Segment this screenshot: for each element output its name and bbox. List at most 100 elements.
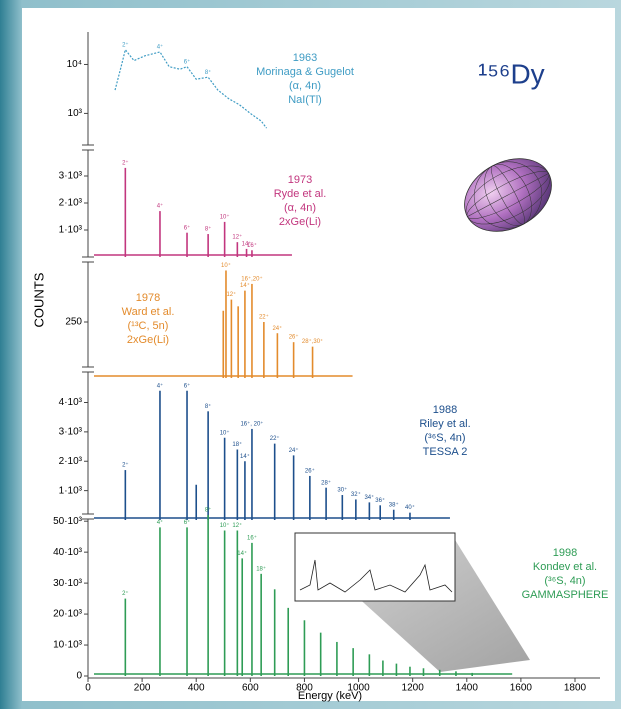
y-tick-label: 50·10³ [53, 516, 83, 527]
peak-label: 24⁺ [289, 447, 299, 454]
peak-label: 4⁺ [157, 44, 164, 51]
panel-authors: Ward et al. [122, 306, 175, 318]
peak-label: 2⁺ [122, 41, 129, 48]
panel-detector: GAMMASPHERE [522, 589, 609, 601]
x-tick-label: 200 [134, 683, 151, 694]
peak-label: 6⁺ [184, 382, 191, 389]
panel-year: 1978 [136, 292, 160, 304]
panel-authors: Ryde et al. [274, 188, 327, 200]
peak-label: 38⁺ [389, 501, 399, 508]
inset [295, 533, 455, 601]
y-axis-label: COUNTS [31, 272, 46, 327]
axis-break [82, 367, 94, 372]
peak-label: 14⁺ [240, 453, 250, 460]
axis-break [82, 257, 94, 262]
peak-label: 16⁺ [247, 534, 257, 541]
page: ¹⁵⁶Dy Energy (keV) COUNTS 02004006008001… [0, 0, 621, 709]
panel-reaction: (³⁶S, 4n) [424, 432, 465, 444]
peak-label: 2⁺ [122, 462, 129, 469]
y-tick-label: 20·10³ [53, 609, 83, 620]
peak-label: 6⁺ [184, 519, 191, 526]
y-tick-label: 10·10³ [53, 640, 83, 651]
panel-reaction: (α, 4n) [289, 80, 321, 92]
peak-label: 30⁺ [337, 487, 347, 494]
peak-label: 2⁺ [122, 590, 129, 597]
peak-label: 28⁺ [321, 479, 331, 486]
peak-label: 4⁺ [157, 519, 164, 526]
panel-detector: TESSA 2 [423, 446, 468, 458]
peak-label: 4⁺ [157, 203, 164, 210]
panel-year: 1973 [288, 174, 312, 186]
chart: ¹⁵⁶Dy Energy (keV) COUNTS 02004006008001… [0, 0, 621, 709]
peak-label: 18⁺ [232, 441, 242, 448]
y-tick-label: 30·10³ [53, 578, 83, 589]
peak-label: 10⁺ [220, 522, 230, 529]
panel-reaction: (α, 4n) [284, 202, 316, 214]
peak-label: 22⁺ [270, 435, 280, 442]
x-tick-label: 600 [242, 683, 259, 694]
x-tick-label: 1000 [347, 683, 370, 694]
peak-label: 4⁺ [157, 382, 164, 389]
peak-label: 16⁺, 20⁺ [240, 421, 263, 428]
peak-label: 14⁺ [240, 282, 250, 289]
panel-detector: 2xGe(Li) [127, 334, 169, 346]
peak-label: 8⁺ [205, 226, 212, 233]
x-tick-label: 1800 [564, 683, 587, 694]
peak-label: 12⁺ [226, 291, 236, 298]
panel-detector: 2xGe(Li) [279, 216, 321, 228]
x-tick-label: 1200 [402, 683, 425, 694]
x-tick-label: 400 [188, 683, 205, 694]
x-tick-label: 0 [85, 683, 91, 694]
peak-label: 22⁺ [259, 314, 269, 321]
panel-year: 1998 [553, 547, 577, 559]
peak-label: 2⁺ [122, 159, 129, 166]
y-tick-label: 4·10³ [59, 397, 83, 408]
peak-label: 26⁺ [289, 334, 299, 341]
peak-label: 26⁺ [305, 468, 315, 475]
peak-label: 10⁺ [221, 262, 231, 269]
x-tick-label: 800 [296, 683, 313, 694]
peak-label: 18⁺ [256, 565, 266, 572]
y-tick-label: 2·10³ [59, 198, 83, 209]
peak-label: 24⁺ [272, 325, 282, 332]
y-tick-label: 40·10³ [53, 547, 83, 558]
peak-label: 6⁺ [184, 58, 191, 65]
peak-label: 34⁺ [364, 494, 374, 501]
peak-label: 8⁺ [205, 69, 212, 76]
peak-label: 8⁺ [205, 403, 212, 410]
peak-label: 10⁺ [220, 213, 230, 220]
peak-label: 14⁺ [237, 550, 247, 557]
panel-authors: Morinaga & Gugelot [256, 66, 354, 78]
panel-year: 1963 [293, 52, 317, 64]
panel-authors: Kondev et al. [533, 561, 597, 573]
x-tick-label: 1600 [510, 683, 533, 694]
peak-label: 12⁺ [232, 522, 242, 529]
peak-label: 6⁺ [184, 224, 191, 231]
axis-break [82, 514, 94, 519]
y-tick-label: 3·10³ [59, 171, 83, 182]
panel-year: 1988 [433, 404, 457, 416]
nucleus-label: ¹⁵⁶Dy [478, 58, 545, 89]
peak-label: 36⁺ [375, 497, 385, 504]
y-tick-label: 1·10³ [59, 225, 83, 236]
peak-label: 12⁺ [232, 234, 242, 241]
peak-label: 10⁺ [220, 429, 230, 436]
panel-reaction: (³⁶S, 4n) [544, 575, 585, 587]
peak-label: 40⁺ [405, 504, 415, 511]
x-tick-label: 1400 [456, 683, 479, 694]
peak-label: 28⁺,30⁺ [302, 338, 323, 345]
y-tick-label: 10³ [68, 108, 83, 119]
y-tick-label: 10⁴ [67, 59, 82, 70]
y-tick-label: 250 [65, 317, 82, 328]
y-tick-label: 2·10³ [59, 456, 83, 467]
y-tick-label: 1·10³ [59, 485, 83, 496]
axis-break [82, 145, 94, 150]
peak-label: 8⁺ [205, 507, 212, 514]
peak-label: 16⁺ [247, 242, 257, 249]
peak-label: 32⁺ [351, 491, 361, 498]
panel-reaction: (¹³C, 5n) [128, 320, 169, 332]
panel-detector: NaI(Tl) [288, 94, 322, 106]
y-tick-label: 3·10³ [59, 427, 83, 438]
peak-label: 16⁺,20⁺ [241, 275, 262, 282]
panel-authors: Riley et al. [419, 418, 470, 430]
